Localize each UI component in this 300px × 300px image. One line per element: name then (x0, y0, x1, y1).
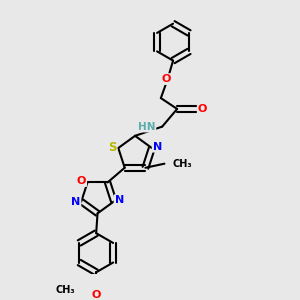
Text: O: O (92, 290, 101, 300)
Text: N: N (115, 195, 124, 205)
Text: S: S (108, 141, 117, 154)
Text: CH₃: CH₃ (56, 285, 75, 295)
Text: N: N (153, 142, 162, 152)
Text: O: O (77, 176, 86, 186)
Text: O: O (198, 104, 207, 114)
Text: HN: HN (138, 122, 155, 132)
Text: O: O (162, 74, 171, 84)
Text: N: N (71, 197, 80, 207)
Text: CH₃: CH₃ (172, 159, 192, 169)
